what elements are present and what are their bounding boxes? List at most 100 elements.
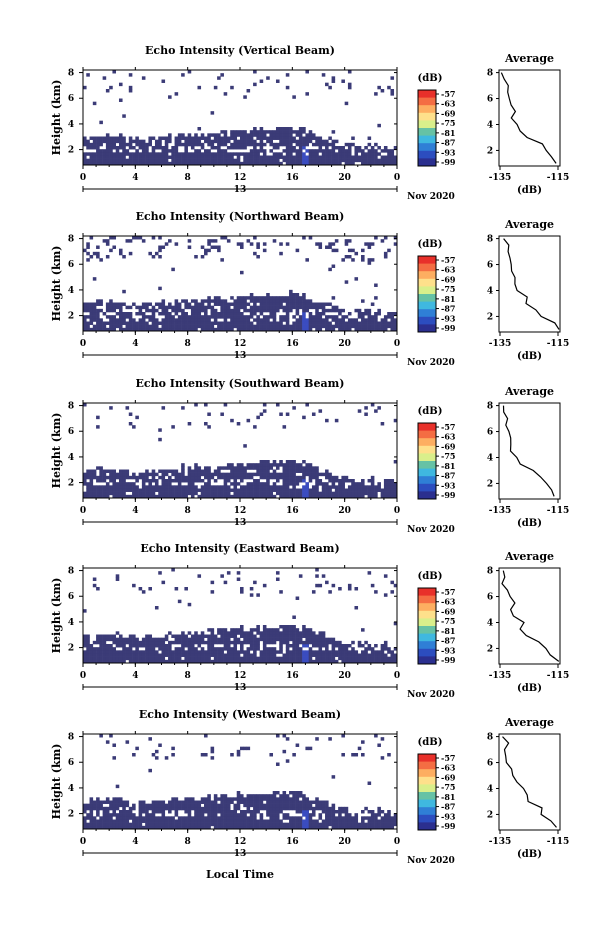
heatmap-cell: [148, 251, 152, 256]
heatmap-cell: [256, 819, 260, 823]
heatmap-cell: [138, 142, 143, 147]
heatmap-cell: [226, 321, 231, 325]
heatmap-cell: [315, 737, 319, 741]
heatmap-cell: [321, 819, 326, 823]
heatmap-cell: [266, 800, 270, 804]
heatmap-cell: [128, 644, 133, 648]
heatmap-cell: [259, 656, 264, 661]
heatmap-cell: [99, 149, 103, 153]
heatmap-cell: [177, 819, 182, 823]
heatmap-cell: [262, 650, 267, 654]
heatmap-cell: [266, 491, 270, 496]
heatmap-cell: [135, 822, 139, 827]
heatmap-cell: [308, 149, 313, 153]
heatmap-cell: [390, 155, 395, 159]
heatmap-cell: [285, 149, 290, 153]
heatmap-cell: [105, 239, 110, 243]
x-tick-label: 16: [286, 671, 299, 681]
heatmap-cell: [141, 155, 146, 159]
heatmap-cell: [96, 806, 100, 811]
heatmap-cell: [194, 650, 198, 654]
heatmap-cell: [305, 810, 309, 814]
heatmap-cell: [125, 494, 130, 499]
heatmap-cell: [354, 587, 359, 591]
heatmap-cell: [305, 816, 309, 820]
heatmap-cell: [115, 491, 120, 496]
colorbar-tick-label: -99: [441, 655, 456, 665]
heatmap-cell: [243, 466, 247, 470]
x-tick-label: 0: [394, 837, 400, 847]
heatmap-cell: [387, 482, 391, 486]
heatmap-cell: [109, 302, 113, 306]
heatmap-cell: [174, 146, 179, 150]
heatmap-cell: [184, 321, 188, 325]
colorbar-segment: [418, 135, 436, 144]
heatmap-cell: [282, 155, 287, 159]
heatmap-cell: [145, 146, 149, 150]
heatmap-cell: [321, 161, 326, 166]
heatmap-cell: [148, 737, 152, 741]
heatmap-cell: [187, 816, 192, 820]
heatmap-cell: [289, 659, 293, 664]
heatmap-cell: [321, 656, 326, 661]
heatmap-cell: [190, 152, 195, 156]
heatmap-cell: [132, 819, 136, 823]
heatmap-cell: [289, 631, 293, 635]
heatmap-cell: [213, 472, 218, 477]
colorbar-segment: [418, 143, 436, 152]
heatmap-cell: [141, 149, 146, 153]
heatmap-cell: [383, 158, 388, 163]
heatmap-cell: [295, 488, 300, 492]
heatmap-cell: [272, 327, 277, 332]
avg-y-tick-label: 8: [487, 69, 493, 79]
heatmap-cell: [151, 650, 156, 654]
x-tick-label: 0: [80, 837, 86, 847]
day-label: 13: [234, 683, 247, 693]
heatmap-cell: [141, 650, 146, 654]
heatmap-cell: [154, 146, 159, 150]
heatmap-cell: [164, 242, 169, 246]
heatmap-cell: [390, 580, 395, 585]
heatmap-cell: [354, 822, 359, 827]
heatmap-cell: [393, 158, 398, 163]
heatmap-cell: [249, 293, 254, 297]
heatmap-cell: [282, 822, 287, 827]
heatmap-cell: [138, 810, 143, 814]
heatmap-cell: [96, 155, 100, 159]
heatmap-cell: [334, 650, 339, 654]
heatmap-cell: [210, 806, 215, 811]
heatmap-cell: [374, 590, 378, 594]
heatmap-cell: [377, 321, 381, 325]
avg-x-tick-label: -135: [489, 173, 512, 183]
heatmap-cell: [236, 324, 241, 329]
heatmap-cell: [367, 488, 372, 492]
heatmap-cell: [374, 236, 378, 240]
panel-0: Echo Intensity (Vertical Beam)2468Height…: [50, 44, 569, 202]
heatmap-cell: [344, 280, 349, 284]
heatmap-cell: [282, 749, 287, 754]
heatmap-cell: [266, 469, 270, 473]
heatmap-cell: [249, 640, 254, 645]
heatmap-cell: [380, 825, 385, 830]
heatmap-cell: [292, 800, 296, 804]
heatmap-cell: [295, 810, 300, 814]
heatmap-cell: [138, 813, 143, 817]
heatmap-cell: [240, 488, 244, 492]
x-tick-label: 8: [185, 671, 191, 681]
heatmap-cell: [393, 494, 398, 499]
heatmap-cell: [269, 753, 274, 757]
heatmap-cell: [233, 640, 238, 645]
heatmap-cell: [207, 324, 211, 329]
heatmap-cell: [253, 650, 257, 654]
heatmap-cell: [83, 248, 87, 253]
heatmap-cell: [151, 488, 156, 492]
heatmap-cell: [141, 139, 146, 144]
heatmap-cell: [125, 321, 130, 325]
heatmap-cell: [138, 327, 143, 332]
heatmap-cell: [226, 136, 231, 140]
heatmap-cell: [259, 482, 264, 486]
heatmap-cell: [253, 644, 257, 648]
heatmap-cell: [347, 659, 352, 664]
heatmap-cell: [96, 650, 100, 654]
heatmap-cell: [259, 133, 264, 137]
